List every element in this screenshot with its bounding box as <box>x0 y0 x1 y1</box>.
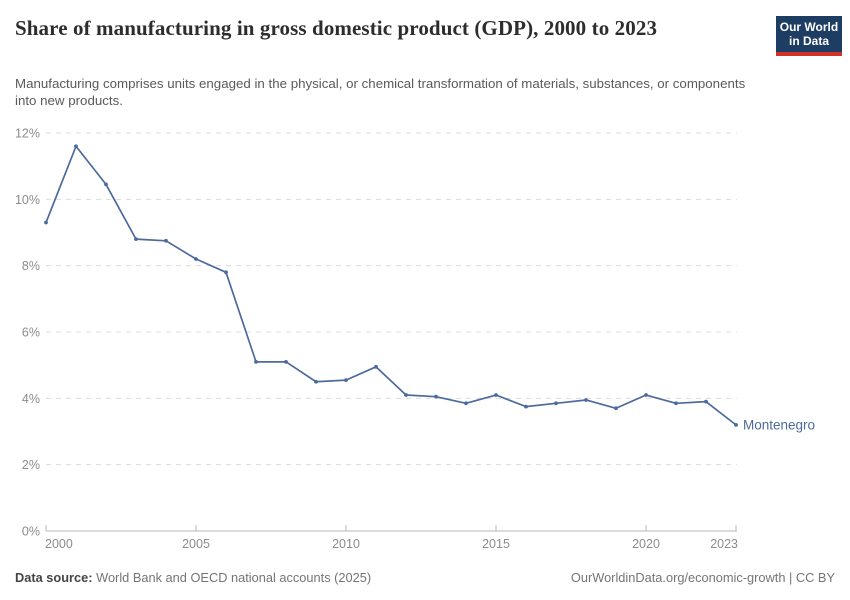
logo-line1: Our World <box>779 20 839 34</box>
chart-title: Share of manufacturing in gross domestic… <box>15 16 658 40</box>
y-axis-tick-label: 12% <box>15 127 40 141</box>
data-point <box>224 270 228 275</box>
x-axis-tick-label: 2023 <box>710 537 738 551</box>
data-point <box>674 401 678 406</box>
data-point <box>164 238 168 243</box>
data-point <box>464 401 468 406</box>
data-point <box>494 393 498 397</box>
data-point <box>344 378 348 382</box>
series-end-label: Montenegro <box>743 417 815 432</box>
logo-line2: in Data <box>788 34 829 49</box>
owid-logo: Our World in Data <box>776 16 842 56</box>
data-point <box>584 398 588 402</box>
y-axis-tick-label: 4% <box>22 392 40 406</box>
data-point <box>704 399 708 404</box>
x-axis-tick-label: 2020 <box>632 537 660 551</box>
x-axis-tick-label: 2000 <box>45 537 73 551</box>
data-line <box>45 145 737 426</box>
data-point <box>104 182 108 187</box>
data-point <box>404 393 408 397</box>
y-axis-tick-label: 10% <box>15 193 40 207</box>
data-point <box>194 257 198 261</box>
data-source-text: World Bank and OECD national accounts (2… <box>96 570 372 585</box>
logo-red-stripe <box>776 51 842 56</box>
data-point <box>734 422 738 427</box>
y-axis-tick-label: 8% <box>22 259 40 273</box>
y-axis-tick-label: 0% <box>22 525 40 539</box>
data-point <box>644 393 648 397</box>
data-source-label: Data source: <box>15 570 93 585</box>
data-point <box>44 220 48 225</box>
data-point <box>284 359 288 364</box>
x-axis-tick-label: 2010 <box>332 537 360 551</box>
chart-footer: Data source: World Bank and OECD nationa… <box>15 570 835 585</box>
data-point <box>554 401 558 406</box>
line-chart: 0% 2% 4% 6% 8% 10% 12% 2000 2005 2010 2015 2020 2023… <box>15 127 815 552</box>
data-point <box>134 237 138 242</box>
data-point <box>434 394 438 399</box>
data-point <box>614 406 618 411</box>
x-axis-tick-label: 2015 <box>482 537 510 551</box>
credit-line: OurWorldinData.org/economic-growth | CC … <box>570 570 835 585</box>
owid-logo-text: Our World in Data <box>776 16 842 52</box>
chart-subtitle: Manufacturing comprises units engaged in… <box>15 76 746 109</box>
data-point <box>374 364 378 369</box>
y-axis-tick-label: 6% <box>22 326 40 340</box>
data-point <box>314 379 318 384</box>
data-point <box>254 359 258 364</box>
x-axis-tick-label: 2005 <box>182 537 210 551</box>
data-point <box>524 404 528 409</box>
data-point <box>74 144 78 149</box>
y-axis-tick-label: 2% <box>22 458 40 472</box>
data-source-line: Data source: World Bank and OECD nationa… <box>15 570 371 585</box>
